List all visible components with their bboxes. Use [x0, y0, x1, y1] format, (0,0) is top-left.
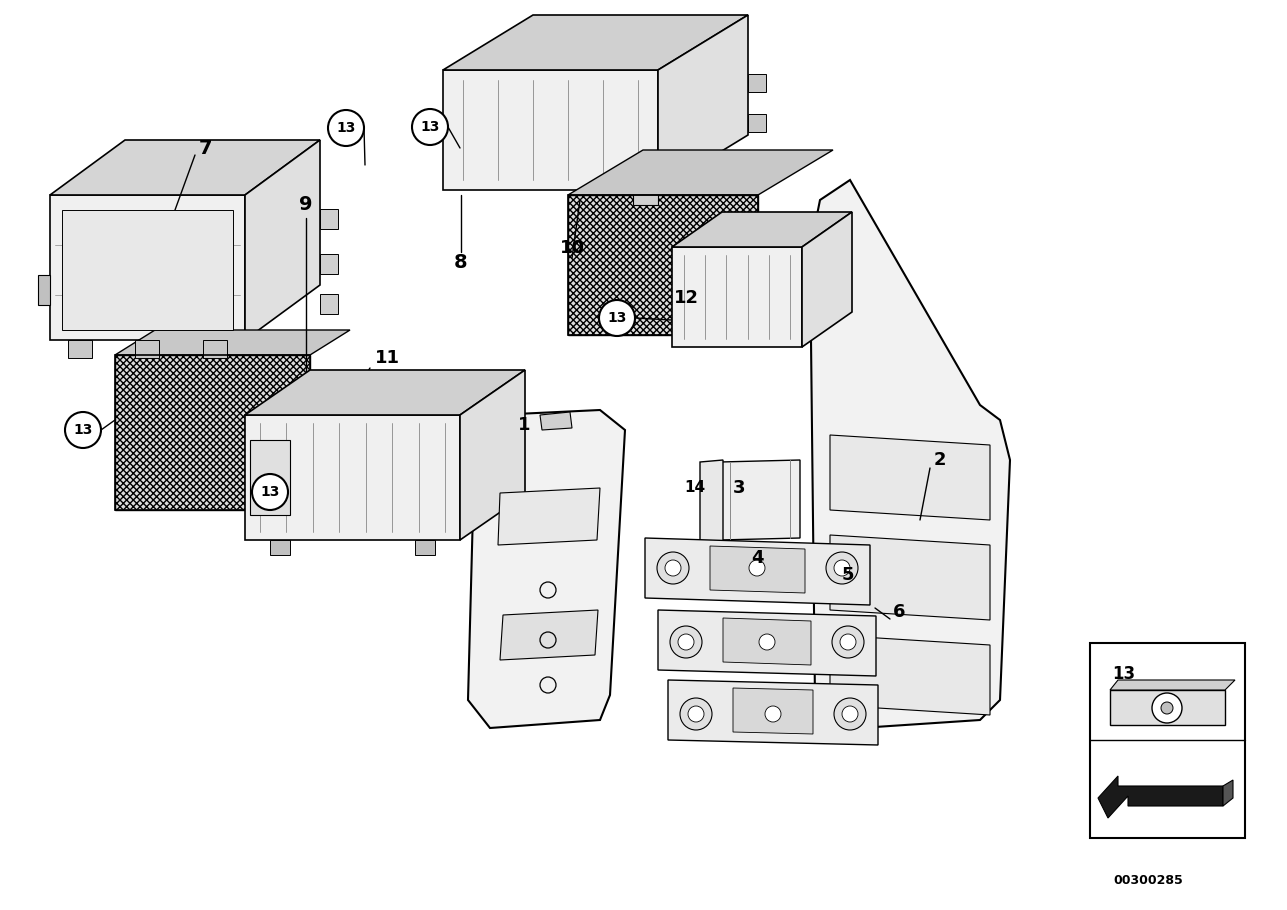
- Polygon shape: [734, 688, 813, 734]
- Polygon shape: [568, 195, 758, 335]
- Circle shape: [598, 300, 634, 336]
- Polygon shape: [810, 180, 1010, 730]
- Polygon shape: [1090, 643, 1245, 838]
- Polygon shape: [568, 150, 833, 195]
- Circle shape: [656, 552, 689, 584]
- Text: 3: 3: [732, 479, 745, 497]
- Polygon shape: [541, 412, 571, 430]
- Polygon shape: [672, 247, 802, 347]
- Text: 12: 12: [673, 289, 699, 307]
- Circle shape: [840, 634, 856, 650]
- Polygon shape: [203, 340, 227, 358]
- Polygon shape: [658, 15, 748, 190]
- Polygon shape: [468, 410, 625, 728]
- Text: 13: 13: [1112, 665, 1135, 683]
- Circle shape: [831, 626, 864, 658]
- Circle shape: [842, 706, 858, 722]
- Polygon shape: [115, 330, 350, 355]
- Circle shape: [741, 552, 773, 584]
- Polygon shape: [270, 540, 290, 555]
- Text: 14: 14: [685, 480, 705, 496]
- Polygon shape: [115, 355, 310, 510]
- Polygon shape: [135, 340, 160, 358]
- Text: 13: 13: [73, 423, 93, 437]
- Polygon shape: [830, 535, 990, 620]
- Text: 2: 2: [934, 451, 946, 469]
- Polygon shape: [748, 154, 766, 171]
- Text: 00300285: 00300285: [1113, 874, 1183, 886]
- Circle shape: [757, 698, 789, 730]
- Polygon shape: [633, 185, 658, 205]
- Text: 11: 11: [375, 349, 399, 367]
- Circle shape: [678, 634, 694, 650]
- Circle shape: [328, 110, 364, 146]
- Polygon shape: [658, 610, 876, 676]
- Circle shape: [66, 412, 100, 448]
- Text: 13: 13: [421, 120, 440, 134]
- Polygon shape: [62, 210, 233, 330]
- Text: 10: 10: [560, 239, 584, 257]
- Polygon shape: [723, 618, 811, 665]
- Circle shape: [752, 626, 782, 658]
- Circle shape: [764, 706, 781, 722]
- Polygon shape: [501, 610, 598, 660]
- Circle shape: [689, 706, 704, 722]
- Text: 13: 13: [336, 121, 355, 135]
- Polygon shape: [245, 370, 525, 415]
- Circle shape: [749, 560, 764, 576]
- Polygon shape: [830, 635, 990, 715]
- Polygon shape: [414, 540, 435, 555]
- Text: 1: 1: [517, 416, 530, 434]
- Text: 9: 9: [300, 196, 313, 215]
- Text: 13: 13: [260, 485, 279, 499]
- Text: 8: 8: [454, 252, 467, 271]
- Circle shape: [1152, 693, 1181, 723]
- Polygon shape: [245, 415, 459, 540]
- Polygon shape: [748, 114, 766, 132]
- Polygon shape: [1109, 680, 1236, 690]
- Circle shape: [759, 634, 775, 650]
- Polygon shape: [498, 488, 600, 545]
- Polygon shape: [1098, 776, 1223, 818]
- Polygon shape: [1223, 780, 1233, 806]
- Polygon shape: [320, 208, 338, 228]
- Circle shape: [671, 626, 701, 658]
- Polygon shape: [250, 440, 290, 515]
- Polygon shape: [802, 212, 852, 347]
- Circle shape: [252, 474, 288, 510]
- Polygon shape: [39, 275, 50, 305]
- Circle shape: [680, 698, 712, 730]
- Polygon shape: [50, 140, 320, 195]
- Circle shape: [412, 109, 448, 145]
- Polygon shape: [245, 140, 320, 340]
- Text: 6: 6: [893, 603, 905, 621]
- Polygon shape: [320, 294, 338, 314]
- Circle shape: [1161, 702, 1172, 714]
- Circle shape: [826, 552, 858, 584]
- Polygon shape: [443, 15, 748, 70]
- Polygon shape: [830, 435, 990, 520]
- Polygon shape: [1109, 690, 1225, 725]
- Text: 5: 5: [842, 566, 855, 584]
- Text: 4: 4: [750, 549, 763, 567]
- Polygon shape: [50, 195, 245, 340]
- Circle shape: [834, 560, 849, 576]
- Circle shape: [834, 698, 866, 730]
- Polygon shape: [645, 538, 870, 605]
- Circle shape: [665, 560, 681, 576]
- Polygon shape: [710, 546, 804, 593]
- Polygon shape: [672, 212, 852, 247]
- Polygon shape: [700, 460, 723, 545]
- Polygon shape: [719, 460, 801, 540]
- Polygon shape: [748, 74, 766, 92]
- Polygon shape: [668, 680, 878, 745]
- Text: 7: 7: [198, 138, 212, 157]
- Polygon shape: [459, 370, 525, 540]
- Polygon shape: [68, 340, 91, 358]
- Text: 13: 13: [607, 311, 627, 325]
- Polygon shape: [320, 254, 338, 274]
- Polygon shape: [443, 70, 658, 190]
